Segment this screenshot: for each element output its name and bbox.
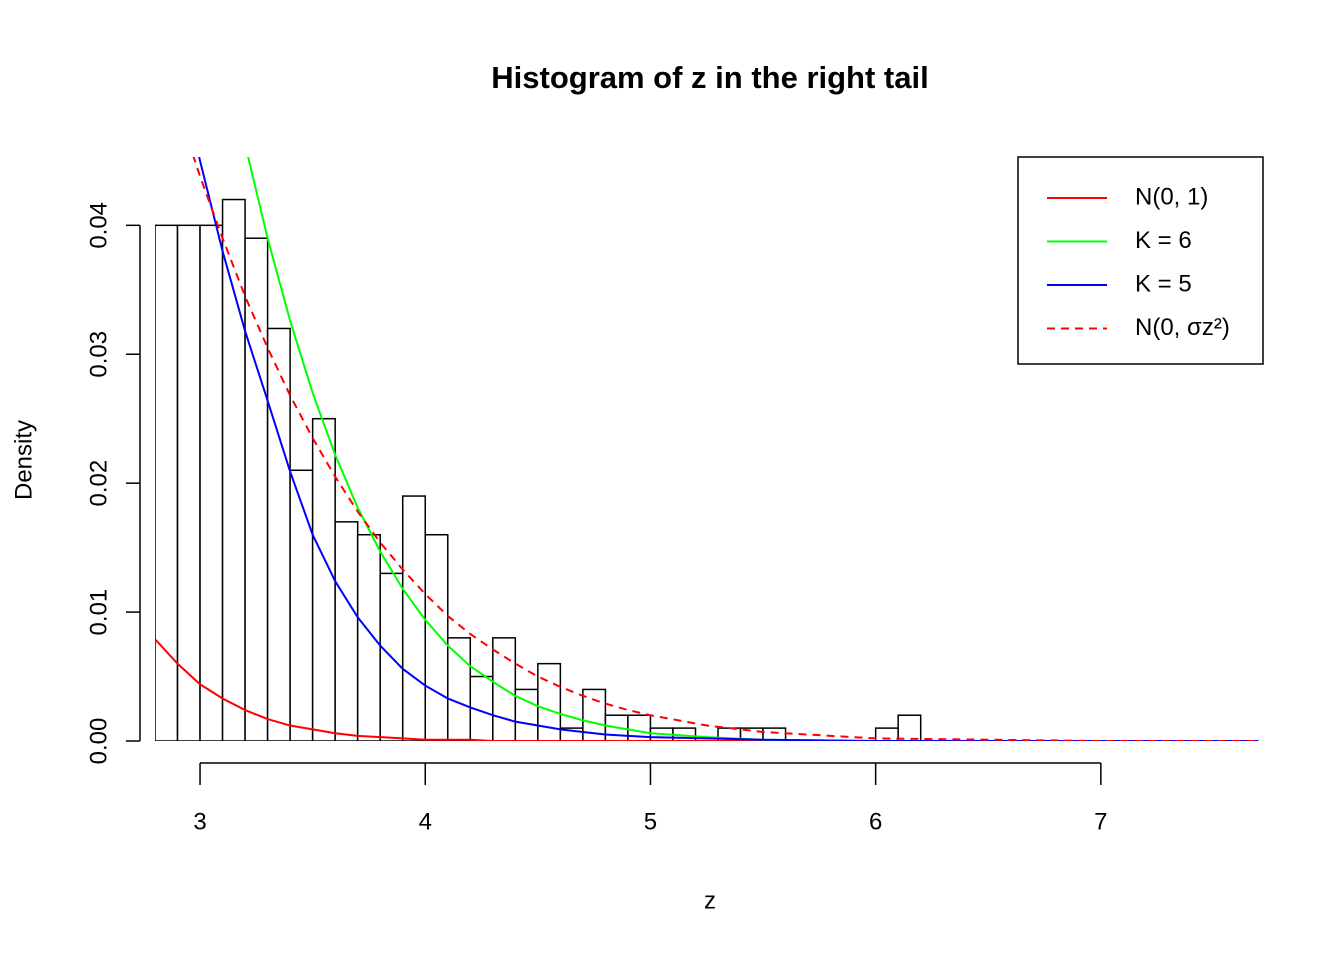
chart-title: Histogram of z in the right tail	[491, 60, 928, 95]
bar	[221, 198, 246, 741]
legend-label: K = 5	[1135, 270, 1192, 297]
y-tick-label: 0.00	[85, 718, 112, 765]
density-curve	[192, 157, 1259, 741]
x-axis-label: z	[704, 887, 716, 914]
bar	[401, 495, 426, 741]
density-curve	[198, 157, 1259, 741]
y-tick-label: 0.03	[85, 331, 112, 378]
bars	[155, 198, 922, 741]
y-tick-label: 0.04	[85, 202, 112, 249]
bar	[289, 469, 314, 741]
bar	[334, 521, 359, 741]
bar	[356, 533, 381, 741]
x-tick-label: 7	[1094, 808, 1107, 835]
legend-box	[1017, 156, 1264, 365]
legend-label: N(0, 1)	[1135, 183, 1208, 210]
x-tick-label: 3	[193, 808, 206, 835]
bar	[155, 224, 179, 741]
bar	[897, 714, 922, 741]
bar	[199, 224, 224, 741]
bar	[244, 237, 269, 741]
x-tick-label: 4	[419, 808, 432, 835]
x-tick-label: 5	[644, 808, 657, 835]
legend-label: N(0, σz²)	[1135, 314, 1230, 341]
bar	[424, 533, 449, 741]
legend-label: K = 6	[1135, 227, 1192, 254]
y-axis-label: Density	[10, 420, 37, 500]
y-tick-label: 0.01	[85, 589, 112, 636]
curves	[155, 157, 1259, 741]
y-tick-label: 0.02	[85, 460, 112, 507]
legend: N(0, 1) K = 6 K = 5 N(0, σz²)	[1017, 156, 1264, 365]
bar	[176, 224, 201, 741]
bar	[311, 417, 336, 741]
bar	[447, 637, 472, 741]
x-tick-label: 6	[869, 808, 882, 835]
axes: 3 4 5 6 7 0.00 0.01 0.02 0.03 0.04	[85, 202, 1107, 835]
density-curve	[155, 638, 1259, 741]
